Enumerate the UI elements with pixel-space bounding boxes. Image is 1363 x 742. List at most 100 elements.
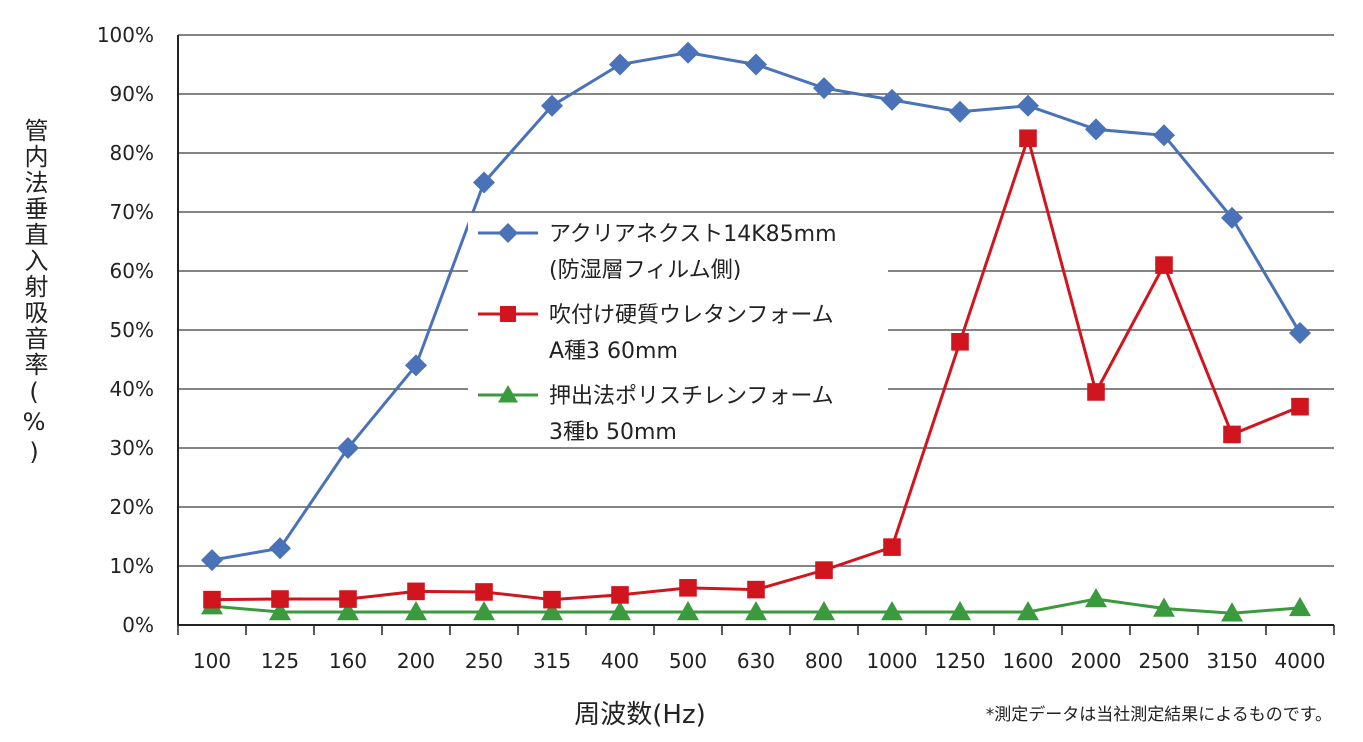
data-point-diamond — [745, 53, 767, 76]
data-point-diamond — [337, 437, 359, 459]
x-tick-label: 1250 — [935, 649, 986, 673]
x-tick-label: 315 — [533, 649, 571, 673]
data-point-triangle — [1017, 601, 1039, 621]
data-point-square — [1291, 397, 1309, 416]
y-tick-label: 10% — [110, 554, 154, 578]
legend-label: 押出法ポリスチレンフォーム — [549, 384, 834, 409]
data-point-square — [747, 580, 765, 599]
data-point-square — [543, 590, 561, 609]
data-point-square — [203, 590, 221, 609]
data-point-triangle — [269, 601, 291, 621]
x-tick-label: 630 — [737, 649, 775, 673]
x-tick-label: 4000 — [1275, 649, 1326, 673]
series-group — [201, 41, 1311, 622]
y-tick-label: 60% — [110, 259, 154, 283]
data-point-square — [883, 538, 901, 556]
data-point-diamond — [498, 223, 518, 243]
x-tick-label: 500 — [669, 649, 707, 673]
series-square — [203, 129, 1309, 609]
legend: アクリアネクスト14K85mm (防湿層フィルム側) 吹付け硬質ウレタンフォーム A種… — [468, 213, 888, 447]
data-point-triangle — [1153, 597, 1175, 617]
data-point-square — [1223, 425, 1241, 444]
data-point-triangle — [405, 601, 427, 621]
data-point-square — [339, 590, 357, 608]
data-point-square — [407, 582, 425, 601]
y-tick-label: 70% — [110, 200, 154, 224]
data-point-square — [1155, 256, 1173, 274]
y-tick-label: 40% — [110, 377, 154, 401]
data-point-diamond — [881, 88, 903, 111]
data-point-square — [951, 333, 969, 351]
legend-label-sub: A種3 60mm — [549, 339, 678, 364]
series-line — [211, 133, 1301, 602]
legend-item: アクリアネクスト14K85mm (防湿層フィルム側) — [468, 213, 888, 285]
data-point-square — [500, 306, 516, 322]
data-point-triangle — [949, 601, 971, 621]
y-tick-label: 50% — [110, 318, 154, 342]
y-axis-title: 管内法垂直入射吸音率(%) — [20, 118, 48, 468]
data-point-square — [271, 590, 289, 608]
data-point-diamond — [813, 77, 835, 100]
x-tick-label: 3150 — [1207, 649, 1258, 673]
data-point-square — [475, 583, 493, 601]
legend-label: 吹付け硬質ウレタンフォーム — [549, 303, 834, 328]
y-tick-label: 80% — [110, 141, 154, 165]
x-axis-title: 周波数(Hz) — [574, 700, 706, 730]
x-tick-label: 800 — [805, 649, 843, 673]
legend-item: 押出法ポリスチレンフォーム 3種b 50mm — [468, 375, 888, 447]
data-point-diamond — [1017, 94, 1039, 117]
x-tick-label: 2000 — [1071, 649, 1122, 673]
data-point-triangle — [745, 601, 767, 621]
legend-item: 吹付け硬質ウレタンフォーム A種3 60mm — [468, 294, 888, 366]
data-point-diamond — [677, 41, 699, 64]
legend-background — [468, 375, 888, 447]
data-point-diamond — [1289, 321, 1311, 344]
data-point-square — [1087, 383, 1105, 401]
data-point-square — [611, 586, 629, 604]
data-point-diamond — [473, 171, 495, 194]
legend-label: アクリアネクスト14K85mm — [549, 222, 837, 247]
data-point-square — [679, 579, 697, 597]
data-point-square — [1019, 129, 1037, 148]
data-point-triangle — [881, 601, 903, 621]
data-point-square — [815, 561, 833, 579]
data-point-triangle — [1085, 588, 1107, 608]
legend-label-sub: 3種b 50mm — [549, 420, 677, 445]
data-point-diamond — [949, 100, 971, 123]
y-tick-label: 20% — [110, 495, 154, 519]
x-tick-label: 250 — [465, 649, 503, 673]
x-axis-ticks: 100 125 160 200 250 315 400 500 630 800 1000 1250 16… — [193, 649, 1326, 673]
data-point-diamond — [1085, 118, 1107, 141]
data-point-triangle — [541, 601, 563, 621]
x-tick-label: 160 — [329, 649, 367, 673]
y-tick-label: 90% — [110, 82, 154, 106]
data-point-diamond — [541, 94, 563, 117]
x-tick-label: 125 — [261, 649, 299, 673]
x-tick-label: 400 — [601, 649, 639, 673]
data-point-triangle — [498, 385, 518, 403]
data-point-triangle — [337, 601, 359, 621]
footnote: *測定データは当社測定結果によるものです。 — [986, 704, 1332, 725]
legend-background — [468, 294, 888, 366]
data-point-triangle — [473, 601, 495, 621]
data-point-triangle — [677, 601, 699, 621]
x-tick-label: 100 — [193, 649, 231, 673]
y-tick-label: 30% — [110, 436, 154, 460]
x-tick-label: 200 — [397, 649, 435, 673]
data-point-diamond — [269, 537, 291, 560]
x-tick-label: 1000 — [867, 649, 918, 673]
x-tick-label: 1600 — [1003, 649, 1054, 673]
y-axis-ticks: 0% 10% 20% 30% 40% 50% 60% 70% 80% 90% 100% — [97, 23, 154, 637]
series-triangle — [201, 588, 1311, 622]
data-point-diamond — [201, 549, 223, 572]
y-tick-label: 100% — [97, 23, 154, 47]
legend-background — [468, 213, 888, 285]
data-point-triangle — [1221, 602, 1243, 622]
data-point-diamond — [1153, 124, 1175, 147]
data-point-triangle — [813, 601, 835, 621]
data-point-diamond — [405, 354, 427, 377]
data-point-diamond — [609, 53, 631, 76]
x-tick-label: 2500 — [1139, 649, 1190, 673]
series-diamond — [201, 41, 1311, 572]
